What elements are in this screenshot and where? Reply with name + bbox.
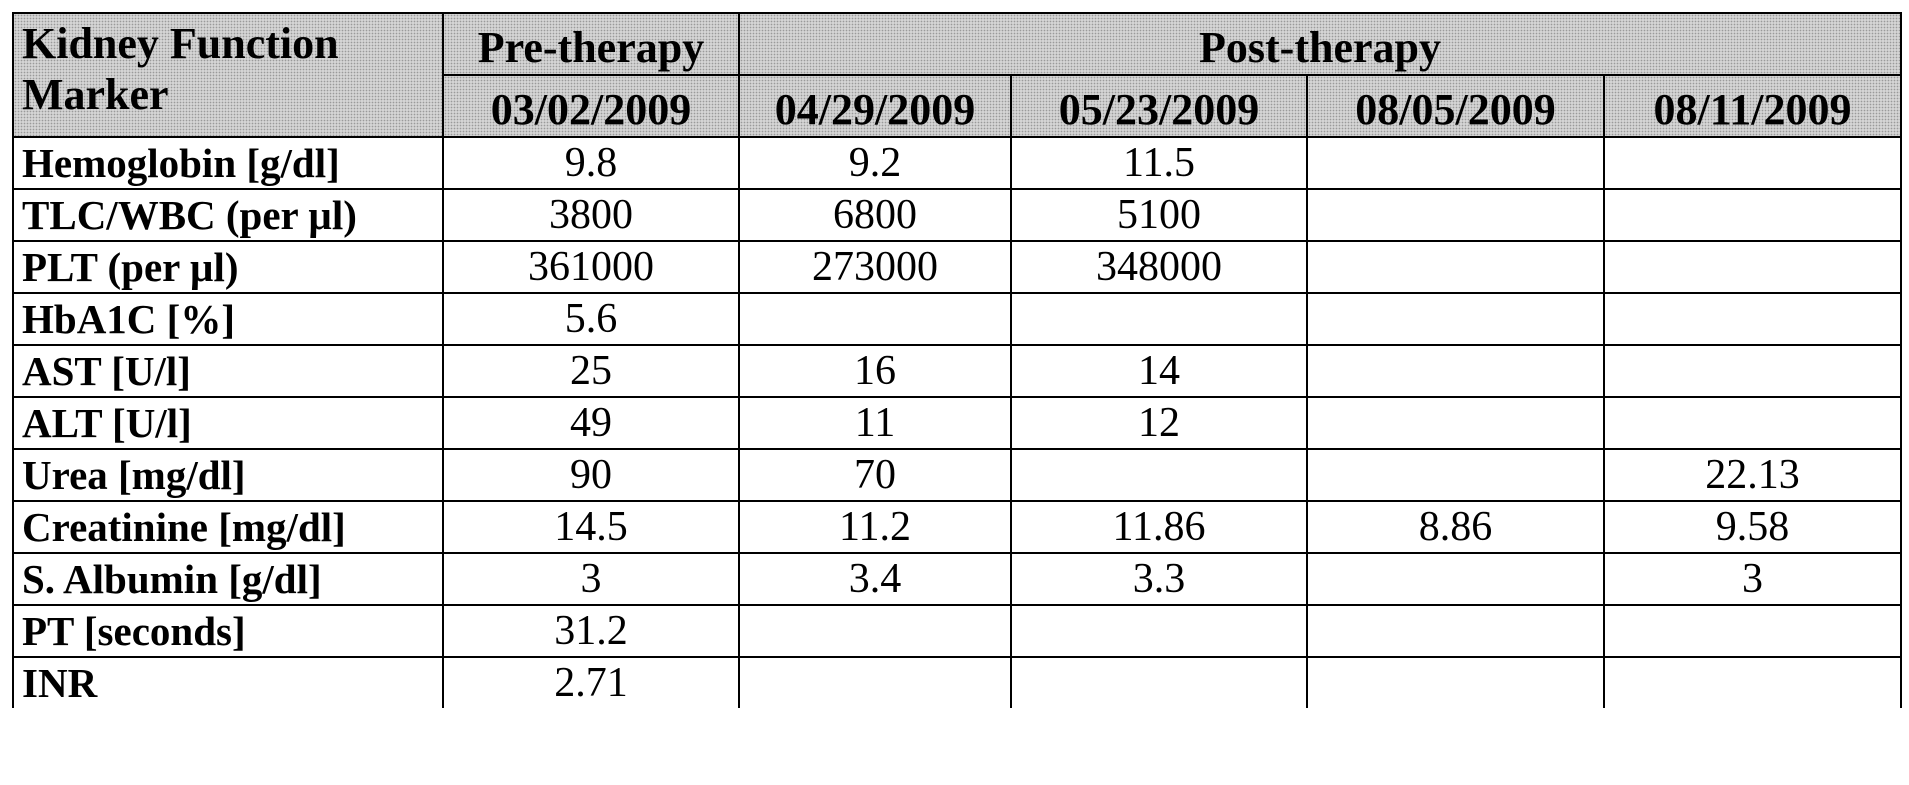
table-row: INR2.71	[13, 657, 1901, 708]
table-cell: 70	[739, 449, 1011, 501]
table-cell: 90	[443, 449, 739, 501]
row-label: Urea [mg/dl]	[13, 449, 443, 501]
kidney-function-table: Kidney Function Marker Pre-therapy Post-…	[12, 12, 1902, 708]
table-row: Urea [mg/dl]9070 22.13	[13, 449, 1901, 501]
table-cell: 9.8	[443, 137, 739, 189]
table-cell: 3800	[443, 189, 739, 241]
table-cell	[1604, 345, 1901, 397]
date-header: 08/05/2009	[1307, 75, 1604, 137]
table-cell	[1604, 397, 1901, 449]
table-row: PT [seconds]31.2	[13, 605, 1901, 657]
table-cell: 11.5	[1011, 137, 1307, 189]
table-cell: 25	[443, 345, 739, 397]
row-label: ALT [U/l]	[13, 397, 443, 449]
table-cell	[1307, 241, 1604, 293]
row-label: HbA1C [%]	[13, 293, 443, 345]
date-header: 05/23/2009	[1011, 75, 1307, 137]
table-cell: 49	[443, 397, 739, 449]
row-label: Creatinine [mg/dl]	[13, 501, 443, 553]
table-cell: 31.2	[443, 605, 739, 657]
table-cell: 3.3	[1011, 553, 1307, 605]
table-cell	[1011, 605, 1307, 657]
table-cell	[1604, 137, 1901, 189]
table-header: Kidney Function Marker Pre-therapy Post-…	[13, 13, 1901, 137]
table-cell	[1307, 397, 1604, 449]
table-cell	[1307, 189, 1604, 241]
table-cell	[1011, 657, 1307, 708]
header-row-groups: Kidney Function Marker Pre-therapy Post-…	[13, 13, 1901, 75]
table-cell: 2.71	[443, 657, 739, 708]
table-cell: 11	[739, 397, 1011, 449]
table-cell	[1011, 293, 1307, 345]
table-cell	[1604, 189, 1901, 241]
table-cell	[1307, 553, 1604, 605]
table-cell: 5100	[1011, 189, 1307, 241]
table-cell	[739, 293, 1011, 345]
table-cell: 348000	[1011, 241, 1307, 293]
table-row: ALT [U/l]491112	[13, 397, 1901, 449]
table-cell	[1307, 137, 1604, 189]
table-cell	[1307, 345, 1604, 397]
table-cell: 3.4	[739, 553, 1011, 605]
table-cell	[1011, 449, 1307, 501]
table-cell: 6800	[739, 189, 1011, 241]
table-cell	[739, 605, 1011, 657]
table-cell: 3	[1604, 553, 1901, 605]
table-cell: 273000	[739, 241, 1011, 293]
table-body: Hemoglobin [g/dl]9.89.211.5TLC/WBC (per …	[13, 137, 1901, 708]
pre-therapy-group-header: Pre-therapy	[443, 13, 739, 75]
table-cell: 14	[1011, 345, 1307, 397]
table-cell	[1604, 657, 1901, 708]
table-cell: 8.86	[1307, 501, 1604, 553]
row-label: Hemoglobin [g/dl]	[13, 137, 443, 189]
table-cell: 22.13	[1604, 449, 1901, 501]
table-row: TLC/WBC (per µl)380068005100	[13, 189, 1901, 241]
table-cell	[1604, 293, 1901, 345]
table-cell	[1307, 605, 1604, 657]
table-cell: 16	[739, 345, 1011, 397]
table-row: PLT (per µl)361000273000348000	[13, 241, 1901, 293]
row-label: PLT (per µl)	[13, 241, 443, 293]
table-row: Creatinine [mg/dl]14.511.211.868.869.58	[13, 501, 1901, 553]
table-cell	[1307, 293, 1604, 345]
row-label: TLC/WBC (per µl)	[13, 189, 443, 241]
table-cell	[1604, 605, 1901, 657]
date-header: 04/29/2009	[739, 75, 1011, 137]
table-cell: 11.2	[739, 501, 1011, 553]
table-cell: 14.5	[443, 501, 739, 553]
marker-column-header: Kidney Function Marker	[13, 13, 443, 137]
table-cell	[1307, 449, 1604, 501]
date-header: 08/11/2009	[1604, 75, 1901, 137]
table-cell: 9.58	[1604, 501, 1901, 553]
table-cell	[739, 657, 1011, 708]
table-cell: 11.86	[1011, 501, 1307, 553]
date-header: 03/02/2009	[443, 75, 739, 137]
row-label: INR	[13, 657, 443, 708]
row-label: AST [U/l]	[13, 345, 443, 397]
post-therapy-group-header: Post-therapy	[739, 13, 1901, 75]
table-cell: 12	[1011, 397, 1307, 449]
table-row: HbA1C [%]5.6	[13, 293, 1901, 345]
table-cell: 361000	[443, 241, 739, 293]
table-row: AST [U/l]251614	[13, 345, 1901, 397]
table-cell: 9.2	[739, 137, 1011, 189]
table-row: Hemoglobin [g/dl]9.89.211.5	[13, 137, 1901, 189]
table-cell: 5.6	[443, 293, 739, 345]
row-label: S. Albumin [g/dl]	[13, 553, 443, 605]
table-cell	[1307, 657, 1604, 708]
table-cell: 3	[443, 553, 739, 605]
table-cell	[1604, 241, 1901, 293]
table-row: S. Albumin [g/dl]33.43.33	[13, 553, 1901, 605]
row-label: PT [seconds]	[13, 605, 443, 657]
